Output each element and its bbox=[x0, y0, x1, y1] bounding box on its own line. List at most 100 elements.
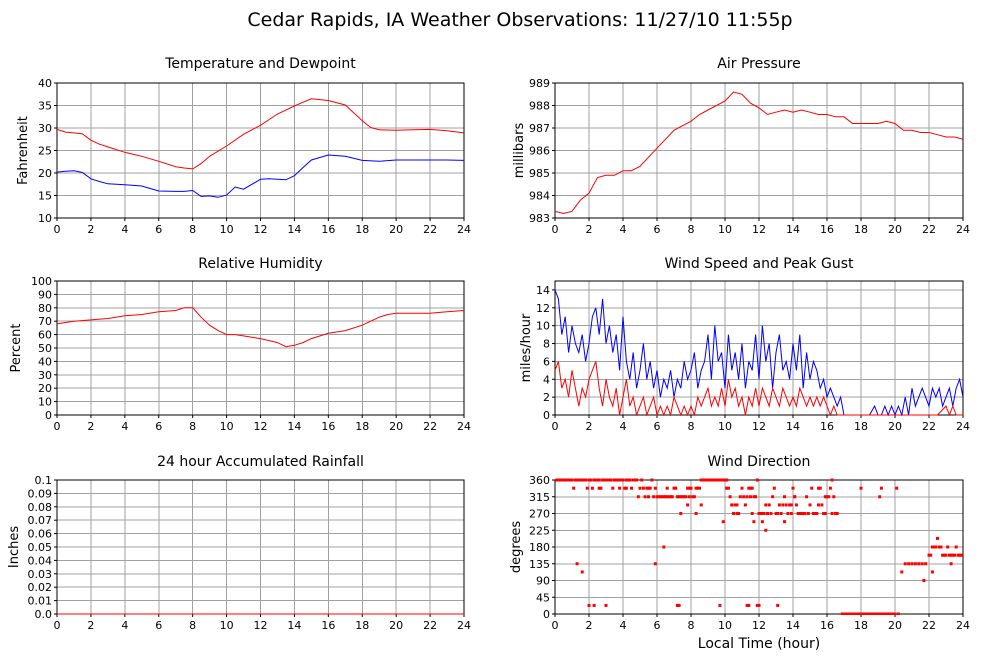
data-point bbox=[944, 553, 948, 557]
data-point bbox=[692, 495, 696, 499]
x-tick-label: 14 bbox=[287, 619, 301, 632]
data-point bbox=[597, 486, 601, 490]
data-point bbox=[718, 603, 722, 607]
data-point bbox=[883, 612, 887, 615]
data-point bbox=[636, 495, 640, 499]
data-point bbox=[645, 486, 649, 490]
y-tick-label: 0.09 bbox=[28, 487, 53, 500]
data-point bbox=[745, 495, 749, 499]
x-tick-label: 8 bbox=[189, 223, 196, 236]
data-point bbox=[747, 603, 751, 607]
data-point bbox=[703, 478, 707, 482]
chart-title: 24 hour Accumulated Rainfall bbox=[157, 454, 364, 470]
data-point bbox=[696, 486, 700, 490]
y-axis-label: millibars bbox=[512, 123, 527, 179]
y-tick-label: 70 bbox=[38, 315, 52, 328]
x-tick-label: 16 bbox=[820, 223, 834, 236]
data-point bbox=[647, 495, 650, 499]
data-point bbox=[922, 579, 926, 582]
data-point bbox=[689, 486, 693, 490]
data-point bbox=[771, 495, 775, 499]
data-point bbox=[686, 503, 690, 507]
y-tick-label: 10 bbox=[536, 320, 550, 333]
y-tick-label: 8 bbox=[543, 338, 550, 351]
y-tick-label: 180 bbox=[529, 541, 550, 554]
x-tick-label: 2 bbox=[586, 223, 593, 236]
data-point bbox=[818, 486, 822, 490]
series-line-0 bbox=[555, 289, 963, 416]
data-point bbox=[808, 503, 812, 507]
data-point bbox=[715, 478, 718, 482]
data-point bbox=[806, 512, 810, 515]
data-point bbox=[779, 512, 783, 515]
data-point bbox=[579, 478, 582, 482]
y-tick-label: 90 bbox=[38, 288, 52, 301]
y-tick-label: 0 bbox=[543, 608, 550, 621]
x-tick-label: 2 bbox=[87, 619, 94, 632]
data-point bbox=[947, 553, 951, 557]
y-tick-label: 14 bbox=[536, 284, 550, 297]
data-point bbox=[754, 495, 758, 499]
data-point bbox=[810, 486, 814, 490]
x-tick-label: 2 bbox=[586, 420, 593, 433]
data-point bbox=[638, 486, 642, 490]
x-tick-label: 4 bbox=[620, 420, 627, 433]
data-point bbox=[776, 603, 780, 607]
x-tick-label: 14 bbox=[786, 223, 800, 236]
x-tick-label: 16 bbox=[820, 420, 834, 433]
data-point bbox=[675, 495, 679, 499]
x-tick-label: 0 bbox=[54, 223, 61, 236]
data-point bbox=[618, 478, 622, 482]
data-point bbox=[762, 512, 766, 515]
data-point bbox=[694, 486, 698, 490]
data-point bbox=[817, 503, 820, 507]
data-point bbox=[857, 612, 861, 615]
x-tick-label: 20 bbox=[389, 223, 403, 236]
data-point bbox=[830, 478, 834, 482]
data-point bbox=[643, 495, 647, 499]
data-point bbox=[851, 612, 854, 615]
data-point bbox=[677, 603, 681, 607]
data-point bbox=[757, 512, 761, 515]
data-point bbox=[728, 495, 732, 499]
chart-title: Wind Direction bbox=[708, 454, 811, 470]
y-tick-label: 0.02 bbox=[28, 581, 53, 594]
data-point bbox=[794, 503, 798, 507]
x-tick-label: 8 bbox=[189, 619, 196, 632]
x-tick-label: 4 bbox=[121, 223, 128, 236]
data-point bbox=[953, 553, 956, 557]
chart-title: Temperature and Dewpoint bbox=[164, 56, 356, 72]
data-point bbox=[752, 520, 756, 524]
x-tick-label: 14 bbox=[287, 223, 301, 236]
data-point bbox=[587, 478, 591, 482]
data-point bbox=[577, 478, 581, 482]
y-axis-label: degrees bbox=[509, 521, 524, 574]
data-point bbox=[563, 478, 567, 482]
data-point bbox=[733, 503, 737, 507]
x-tick-label: 20 bbox=[888, 619, 902, 632]
data-point bbox=[735, 503, 739, 507]
data-point bbox=[732, 512, 735, 515]
y-tick-label: 15 bbox=[38, 190, 52, 203]
x-tick-label: 12 bbox=[752, 223, 766, 236]
y-tick-label: 360 bbox=[529, 474, 550, 487]
data-point bbox=[580, 570, 584, 574]
data-point bbox=[738, 495, 742, 499]
x-tick-label: 0 bbox=[552, 420, 559, 433]
data-point bbox=[786, 512, 790, 515]
data-point bbox=[959, 553, 963, 557]
data-point bbox=[868, 612, 871, 615]
y-tick-label: 0.08 bbox=[28, 501, 53, 514]
x-tick-label: 0 bbox=[552, 223, 559, 236]
data-point bbox=[951, 553, 955, 557]
data-point bbox=[633, 478, 637, 482]
data-point bbox=[679, 512, 683, 515]
chart-title: Wind Speed and Peak Gust bbox=[665, 256, 854, 272]
data-point bbox=[910, 562, 914, 566]
data-point bbox=[885, 612, 888, 615]
y-tick-label: 80 bbox=[38, 302, 52, 315]
data-point bbox=[575, 478, 579, 482]
y-tick-label: 983 bbox=[529, 212, 550, 225]
data-point bbox=[660, 495, 664, 499]
data-point bbox=[760, 520, 764, 524]
